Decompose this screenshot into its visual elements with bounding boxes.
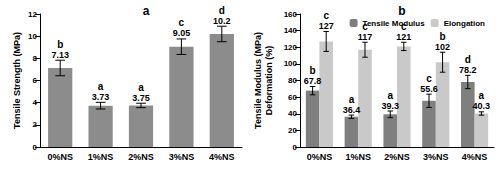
svg-text:9.05: 9.05 — [173, 28, 191, 38]
svg-text:40: 40 — [288, 109, 297, 118]
svg-text:10.2: 10.2 — [213, 16, 231, 26]
svg-text:a: a — [387, 90, 393, 101]
svg-text:3%NS: 3%NS — [169, 152, 195, 162]
svg-text:3.73: 3.73 — [92, 92, 110, 102]
svg-text:1%NS: 1%NS — [88, 152, 114, 162]
svg-text:39.3: 39.3 — [381, 101, 399, 111]
svg-text:b: b — [57, 39, 63, 50]
svg-text:2%NS: 2%NS — [128, 152, 154, 162]
svg-text:121: 121 — [396, 32, 411, 42]
svg-text:7.13: 7.13 — [51, 50, 69, 60]
svg-text:2: 2 — [33, 120, 38, 129]
svg-text:117: 117 — [358, 32, 373, 42]
svg-text:a: a — [479, 90, 485, 101]
svg-text:b: b — [440, 31, 446, 42]
svg-text:4: 4 — [33, 98, 38, 107]
svg-text:c: c — [426, 73, 432, 84]
svg-text:140: 140 — [284, 26, 298, 35]
svg-text:a: a — [349, 94, 355, 105]
svg-text:d: d — [465, 54, 471, 65]
svg-text:a: a — [98, 81, 104, 92]
svg-text:12: 12 — [28, 10, 37, 19]
svg-text:160: 160 — [284, 10, 298, 19]
svg-text:80: 80 — [288, 76, 297, 85]
svg-text:0%NS: 0%NS — [47, 152, 73, 162]
svg-text:60: 60 — [288, 93, 297, 102]
svg-text:Tensile Modulus (MPa): Tensile Modulus (MPa) — [253, 32, 263, 129]
svg-text:67.8: 67.8 — [304, 76, 322, 86]
svg-text:20: 20 — [288, 126, 297, 135]
svg-text:3%NS: 3%NS — [423, 152, 449, 162]
svg-text:100: 100 — [284, 59, 298, 68]
svg-text:0%NS: 0%NS — [307, 152, 333, 162]
svg-text:Elongation: Elongation — [444, 19, 485, 28]
svg-text:36.4: 36.4 — [343, 105, 361, 115]
svg-text:a: a — [138, 82, 144, 93]
svg-text:Deformation (%): Deformation (%) — [264, 46, 274, 116]
svg-text:Tensile Modulus: Tensile Modulus — [363, 19, 426, 28]
svg-text:b: b — [310, 65, 316, 76]
svg-text:c: c — [401, 21, 407, 32]
svg-text:8: 8 — [33, 54, 38, 63]
svg-text:120: 120 — [284, 43, 298, 52]
svg-text:c: c — [362, 21, 368, 32]
svg-text:127: 127 — [319, 21, 334, 31]
svg-text:a: a — [143, 4, 150, 18]
svg-text:2%NS: 2%NS — [384, 152, 410, 162]
svg-text:4%NS: 4%NS — [462, 152, 488, 162]
svg-text:1%NS: 1%NS — [345, 152, 371, 162]
svg-text:10: 10 — [28, 32, 37, 41]
svg-text:4%NS: 4%NS — [209, 152, 235, 162]
svg-text:102: 102 — [435, 42, 450, 52]
svg-text:b: b — [398, 4, 405, 18]
svg-text:3.75: 3.75 — [132, 93, 150, 103]
svg-text:0: 0 — [293, 143, 298, 152]
svg-text:6: 6 — [33, 76, 38, 85]
svg-text:Tensile Strength (MPa): Tensile Strength (MPa) — [12, 32, 22, 129]
svg-text:78.2: 78.2 — [459, 65, 477, 75]
svg-text:0: 0 — [33, 143, 38, 152]
svg-text:40.3: 40.3 — [473, 101, 491, 111]
svg-text:d: d — [219, 5, 225, 16]
svg-text:c: c — [179, 17, 185, 28]
svg-text:c: c — [323, 10, 329, 21]
svg-text:55.6: 55.6 — [420, 84, 438, 94]
